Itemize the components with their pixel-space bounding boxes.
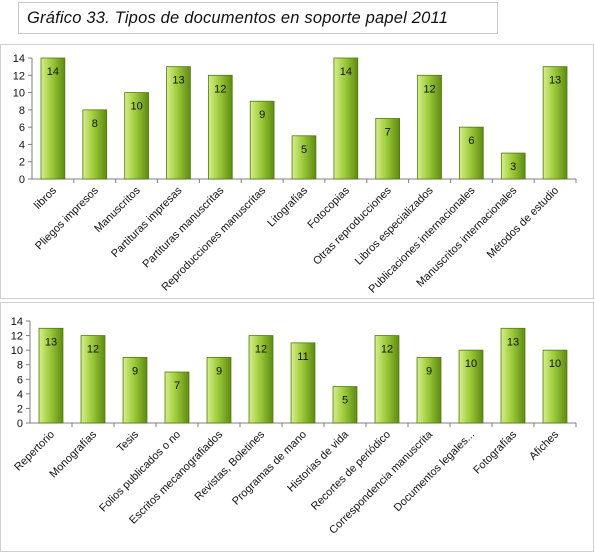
c1-bar-value-label: 9 [259, 109, 265, 121]
c2-bar [416, 357, 442, 424]
c1-bar [417, 74, 442, 180]
c2-y-tick-label: 12 [11, 331, 23, 343]
c1-category-label: Partituras manuscritas [141, 184, 227, 270]
c2-category-label: Repertorio [12, 429, 57, 474]
c1-bar-value-label: 7 [385, 127, 391, 139]
c2-category-label: Revistas, Boletines [192, 428, 267, 503]
c1-bar [500, 152, 526, 180]
c2-bar [458, 349, 484, 424]
c1-y-tick-label: 8 [19, 105, 25, 117]
c1-y-tick-label: 4 [19, 139, 25, 151]
chart-title-box: Gráfico 33. Tipos de documentos en sopor… [18, 2, 498, 34]
c1-bar [459, 126, 484, 180]
c1-bar [542, 66, 568, 180]
c2-bar-value-label: 5 [342, 395, 348, 407]
c1-bar [291, 135, 317, 180]
c1-bar [82, 109, 108, 180]
c1-category-label: Métodos de estudio [485, 185, 561, 261]
c1-bar-value-label: 10 [130, 101, 142, 113]
c2-bar [542, 349, 568, 424]
c1-bar-value-label: 12 [423, 83, 435, 95]
c2-bar-value-label: 13 [45, 336, 57, 348]
c2-category-label: Folios publicados o no [97, 429, 183, 515]
c1-y-tick-label: 14 [13, 53, 25, 65]
c1-bar [333, 57, 359, 180]
c1-y-tick-label: 6 [19, 122, 25, 134]
c1-bar [166, 66, 191, 180]
c1-y-tick-label: 12 [13, 70, 25, 82]
c2-bar-value-label: 7 [174, 380, 180, 392]
c2-bar-value-label: 12 [255, 344, 267, 356]
c1-bar [249, 100, 275, 180]
bar-chart-2: 0246810121413Repertorio12Monografías9Tes… [11, 316, 577, 537]
c1-category-label: libros [32, 184, 59, 211]
c2-category-label: Fotografías [471, 428, 519, 476]
c2-bar [38, 327, 64, 424]
c2-category-label: Tesis [115, 428, 142, 455]
c1-bar-value-label: 14 [47, 66, 59, 78]
c2-bar-value-label: 13 [507, 336, 519, 348]
c2-y-tick-label: 0 [17, 418, 23, 430]
c1-y-tick-label: 2 [19, 157, 25, 169]
c1-category-label: Litografías [265, 184, 310, 229]
c2-y-tick-label: 8 [17, 360, 23, 372]
c1-bar-value-label: 8 [92, 118, 98, 130]
c1-bar [207, 74, 233, 180]
c2-y-tick-label: 10 [11, 345, 23, 357]
c2-bar [332, 386, 358, 424]
c2-y-tick-label: 2 [17, 403, 23, 415]
c1-bar-value-label: 3 [510, 161, 516, 173]
c2-bar-value-label: 9 [132, 365, 138, 377]
c1-bar-value-label: 5 [301, 144, 307, 156]
c2-bar-value-label: 12 [87, 344, 99, 356]
c2-category-label: Documentos legales... [392, 429, 477, 514]
c2-y-tick-label: 4 [17, 389, 23, 401]
c2-bar [290, 342, 316, 424]
c2-bar [80, 335, 106, 424]
c2-bar-value-label: 9 [216, 365, 222, 377]
c1-bar-value-label: 13 [549, 75, 561, 87]
c2-bar-value-label: 10 [465, 358, 477, 370]
c2-bar-value-label: 11 [297, 351, 308, 363]
c2-category-label: Afiches [527, 428, 561, 462]
c1-bar-value-label: 14 [340, 66, 352, 78]
c2-bar-value-label: 10 [549, 358, 561, 370]
c2-bar [248, 335, 274, 424]
c2-y-tick-label: 6 [17, 374, 23, 386]
c1-bar [124, 92, 149, 180]
c1-bar-value-label: 12 [214, 83, 226, 95]
c2-category-label: Recortes de periódico [309, 429, 393, 513]
c2-category-label: Programas de mano [230, 429, 309, 508]
c1-bar [375, 118, 401, 180]
c2-bar-value-label: 9 [426, 365, 432, 377]
c2-bar [164, 371, 190, 424]
c2-bar [206, 357, 232, 424]
c1-y-tick-label: 10 [13, 88, 25, 100]
c1-y-tick-label: 0 [19, 174, 25, 186]
c1-bar-value-label: 13 [172, 75, 184, 87]
c2-bar [122, 357, 148, 424]
c2-y-tick-label: 14 [11, 316, 23, 328]
c1-category-label: Libros especializados [353, 184, 436, 267]
c2-bar [374, 335, 400, 424]
c2-bar-value-label: 12 [381, 344, 393, 356]
c1-category-label: Otras reproducciones [311, 184, 394, 267]
c1-bar [40, 57, 66, 180]
c1-category-label: Partituras impresas [109, 184, 185, 260]
c2-bar [500, 327, 526, 424]
c1-bar-value-label: 6 [468, 135, 474, 147]
chart-title: Gráfico 33. Tipos de documentos en sopor… [27, 9, 449, 27]
